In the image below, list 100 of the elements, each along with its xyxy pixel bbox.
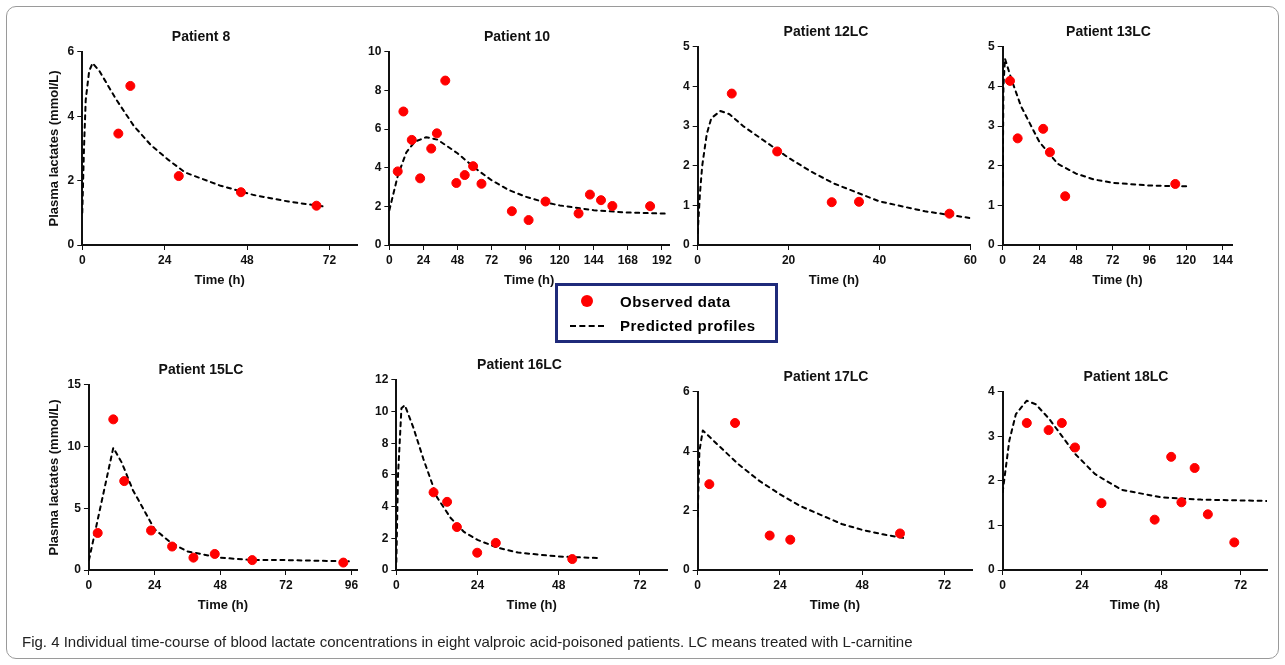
point <box>1096 498 1107 509</box>
x-tick-label: 0 <box>999 577 1007 592</box>
y-tick-label: 12 <box>374 372 389 387</box>
point <box>125 80 136 91</box>
x-axis-title: Time (h) <box>1092 271 1143 287</box>
y-tick-label: 4 <box>67 108 75 123</box>
x-tick-label: 48 <box>450 252 465 267</box>
point <box>1176 497 1187 508</box>
point <box>442 496 453 507</box>
point <box>167 541 178 552</box>
x-tick-label: 24 <box>147 577 162 592</box>
x-tick-label: 72 <box>1233 577 1248 592</box>
x-axis-title: Time (h) <box>504 271 555 287</box>
y-tick-label: 3 <box>987 118 995 133</box>
x-tick-label: 0 <box>694 577 702 592</box>
point <box>853 196 864 207</box>
x-tick-label: 48 <box>1154 577 1169 592</box>
point <box>1149 514 1160 525</box>
y-tick-label: 1 <box>987 197 995 212</box>
y-tick-label: 10 <box>67 438 82 453</box>
point <box>406 134 417 145</box>
point <box>584 189 595 200</box>
x-tick-label: 48 <box>855 577 870 592</box>
point <box>451 177 462 188</box>
x-tick-label: 48 <box>552 577 566 592</box>
point <box>1005 75 1016 86</box>
point <box>596 195 606 206</box>
x-tick-label: 48 <box>213 577 228 592</box>
x-tick-label: 96 <box>344 577 359 592</box>
y-tick-label: 2 <box>987 473 995 488</box>
y-tick-label: 2 <box>682 502 690 517</box>
point <box>573 208 584 219</box>
point <box>440 75 451 86</box>
y-tick-label: 2 <box>374 198 382 213</box>
y-tick-label: 15 <box>67 377 82 392</box>
point <box>428 487 439 498</box>
point <box>567 554 578 565</box>
point <box>1044 147 1055 158</box>
point <box>607 200 618 211</box>
point <box>704 479 715 490</box>
y-tick-label: 4 <box>374 160 382 175</box>
point <box>944 208 955 219</box>
y-tick-label: 4 <box>682 443 690 458</box>
point <box>119 476 130 487</box>
x-tick-label: 24 <box>470 577 485 592</box>
chart-title: Patient 16LC <box>477 356 562 373</box>
point <box>1038 123 1049 134</box>
y-tick-label: 8 <box>374 82 382 97</box>
point <box>1202 509 1213 520</box>
x-axis-title: Time (h) <box>1109 596 1160 612</box>
x-axis-title: Time (h) <box>506 596 557 612</box>
y-tick-label: 0 <box>987 237 995 252</box>
legend-label: Observed data <box>620 292 731 310</box>
y-tick-label: 5 <box>987 39 995 54</box>
chart-title: Patient 18LC <box>1083 368 1169 385</box>
y-tick-label: 0 <box>381 562 389 577</box>
x-tick-label: 40 <box>872 252 887 267</box>
line-series <box>1002 57 1188 188</box>
x-tick-label: 0 <box>999 252 1007 267</box>
y-tick-label: 5 <box>682 39 690 54</box>
x-tick-label: 168 <box>617 252 639 267</box>
chart-title: Patient 12LC <box>783 23 869 40</box>
point <box>1229 537 1240 548</box>
x-axis-title: Time (h) <box>809 596 860 612</box>
point <box>146 525 157 536</box>
point <box>772 146 783 157</box>
x-tick-label: 24 <box>158 252 172 267</box>
x-tick-label: 72 <box>633 577 647 592</box>
y-tick-label: 6 <box>381 467 389 482</box>
x-tick-label: 144 <box>583 252 605 267</box>
x-axis-title: Time (h) <box>194 271 245 287</box>
x-tick-label: 192 <box>651 252 673 267</box>
point <box>476 178 487 189</box>
x-tick-label: 48 <box>1069 252 1084 267</box>
chart-title: Patient 17LC <box>783 368 869 385</box>
point <box>523 215 534 226</box>
x-tick-label: 144 <box>1212 252 1234 267</box>
x-tick-label: 96 <box>518 252 533 267</box>
x-tick-label: 24 <box>416 252 431 267</box>
y-tick-label: 6 <box>67 44 75 59</box>
point <box>785 534 796 545</box>
y-tick-label: 8 <box>381 435 389 450</box>
x-tick-label: 48 <box>240 252 255 267</box>
chart-title: Patient 15LC <box>158 361 244 378</box>
x-tick-label: 24 <box>1032 252 1047 267</box>
point <box>1189 462 1200 473</box>
y-tick-label: 6 <box>374 121 382 136</box>
point <box>92 527 103 538</box>
x-tick-label: 72 <box>322 252 337 267</box>
x-tick-label: 72 <box>1106 252 1120 267</box>
point <box>1166 451 1177 462</box>
chart-title: Patient 13LC <box>1066 23 1151 40</box>
point <box>173 171 184 182</box>
point <box>415 173 426 184</box>
point <box>431 128 442 139</box>
point <box>726 88 737 99</box>
point <box>1043 425 1054 436</box>
y-tick-label: 2 <box>987 158 995 173</box>
chart-title: Patient 10 <box>483 28 551 45</box>
line-series <box>697 110 971 235</box>
